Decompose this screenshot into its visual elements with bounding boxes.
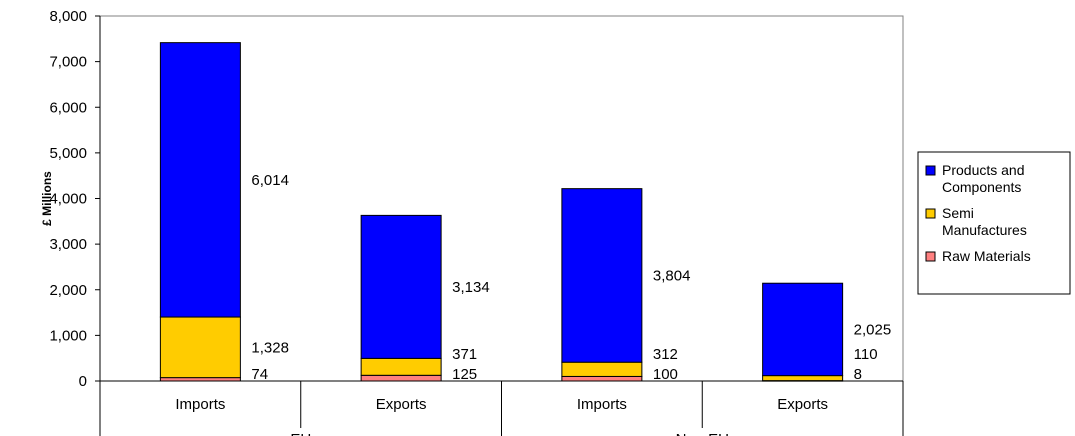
bar-segment-semi-manufactures <box>561 361 643 377</box>
y-axis-title: £ Millions <box>40 171 54 226</box>
legend-box <box>917 151 1071 295</box>
legend-swatch <box>925 208 936 219</box>
x-axis: Imports Exports Imports Exports EU Non-EU <box>99 380 904 436</box>
bar-segment-raw-materials <box>561 375 643 382</box>
y-tick-label: 4,000 <box>49 191 87 208</box>
legend-label: Raw Materials <box>942 248 1031 264</box>
data-label-products-and-components: 2,025 <box>854 321 892 338</box>
y-tick-label: 7,000 <box>49 54 87 71</box>
y-tick-label: 1,000 <box>49 327 87 344</box>
legend-label: Manufactures <box>942 222 1027 238</box>
data-label-semi-manufactures: 110 <box>854 346 878 363</box>
x-category-label: Exports <box>376 396 427 413</box>
x-category-label: Exports <box>777 396 828 413</box>
data-label-semi-manufactures: 312 <box>653 346 678 363</box>
data-label-raw-materials: 74 <box>251 366 268 383</box>
legend-label: Semi <box>942 205 974 221</box>
data-label-raw-materials: 100 <box>653 366 678 383</box>
data-label-semi-manufactures: 1,328 <box>251 339 289 356</box>
bar-segment-semi-manufactures <box>360 357 442 376</box>
y-tick-label: 8,000 <box>49 8 87 25</box>
x-group-label: EU <box>290 431 311 436</box>
x-category-label: Imports <box>577 396 627 413</box>
bar-segment-raw-materials <box>360 374 442 382</box>
data-label-semi-manufactures: 371 <box>452 346 477 363</box>
x-category-label: Imports <box>175 396 225 413</box>
legend-label: Products and <box>942 162 1025 178</box>
data-label-raw-materials: 8 <box>854 366 862 383</box>
y-tick-label: 5,000 <box>49 145 87 162</box>
legend-label: Components <box>942 179 1021 195</box>
bar-segment-semi-manufactures <box>762 375 844 382</box>
data-label-products-and-components: 3,804 <box>653 267 691 284</box>
bar-segment-raw-materials <box>159 377 241 382</box>
bar-segment-products-and-components <box>762 282 844 377</box>
y-tick-label: 2,000 <box>49 282 87 299</box>
legend-swatch <box>925 165 936 176</box>
legend-swatch <box>925 251 936 262</box>
data-label-products-and-components: 6,014 <box>251 172 289 189</box>
axes: 0 1,000 2,000 3,000 4,000 5,000 6,000 7,000 8,00… <box>40 8 904 390</box>
x-group-label: Non-EU <box>676 431 729 436</box>
y-tick-label: 6,000 <box>49 99 87 116</box>
bar-segment-semi-manufactures <box>159 316 241 379</box>
bar-segment-products-and-components <box>561 188 643 363</box>
data-label-products-and-components: 3,134 <box>452 279 490 296</box>
y-tick-label: 0 <box>79 373 87 390</box>
y-tick-label: 3,000 <box>49 236 87 253</box>
data-labels: 74 1,328 6,014 125 371 3,134 100 312 3,804 8 110 2,… <box>251 172 891 383</box>
bar-segment-products-and-components <box>159 42 241 318</box>
bar-segment-products-and-components <box>360 214 442 359</box>
data-label-raw-materials: 125 <box>452 366 477 383</box>
bars <box>159 42 844 382</box>
